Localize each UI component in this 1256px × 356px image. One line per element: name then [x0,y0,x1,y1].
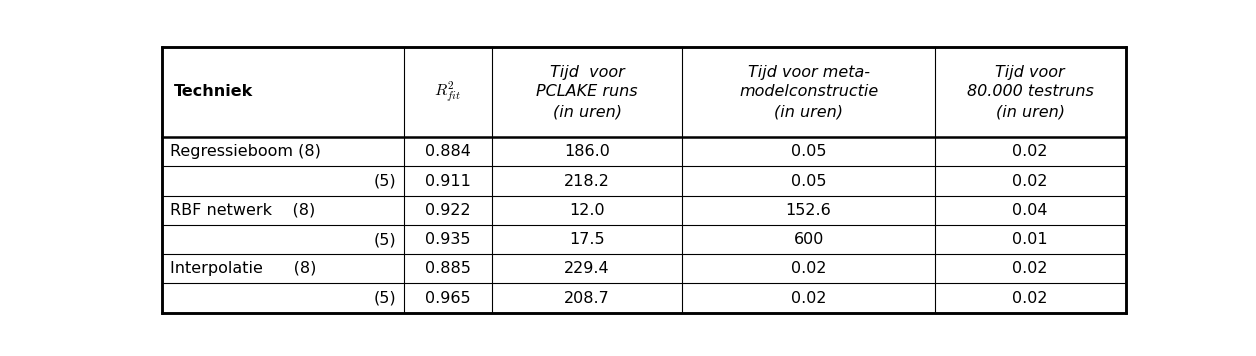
Text: 0.922: 0.922 [425,203,471,218]
Text: 600: 600 [794,232,824,247]
Text: Tijd voor meta-
modelconstructie
(in uren): Tijd voor meta- modelconstructie (in ure… [739,65,878,119]
Text: Tijd voor
80.000 testruns
(in uren): Tijd voor 80.000 testruns (in uren) [967,65,1094,119]
Text: 17.5: 17.5 [569,232,605,247]
Text: Regressieboom (8): Regressieboom (8) [170,144,320,159]
Text: 0.911: 0.911 [425,173,471,189]
Text: 0.02: 0.02 [1012,144,1048,159]
Text: 0.02: 0.02 [1012,261,1048,276]
Text: 0.02: 0.02 [1012,173,1048,189]
Text: 0.05: 0.05 [791,173,826,189]
Text: 152.6: 152.6 [786,203,831,218]
Text: Techniek: Techniek [173,84,252,99]
Text: 0.02: 0.02 [791,290,826,305]
Text: RBF netwerk    (8): RBF netwerk (8) [170,203,315,218]
Text: 218.2: 218.2 [564,173,610,189]
Text: 186.0: 186.0 [564,144,610,159]
Text: 229.4: 229.4 [564,261,610,276]
Text: (5): (5) [373,173,397,189]
Text: 0.02: 0.02 [1012,290,1048,305]
Text: Interpolatie      (8): Interpolatie (8) [170,261,317,276]
Text: (5): (5) [373,232,397,247]
Text: 0.884: 0.884 [425,144,471,159]
Text: 208.7: 208.7 [564,290,610,305]
Text: 0.01: 0.01 [1012,232,1048,247]
Text: 12.0: 12.0 [569,203,605,218]
Text: Tijd  voor
PCLAKE runs
(in uren): Tijd voor PCLAKE runs (in uren) [536,65,638,119]
Text: 0.02: 0.02 [791,261,826,276]
Text: 0.04: 0.04 [1012,203,1048,218]
Text: 0.965: 0.965 [425,290,471,305]
Text: 0.885: 0.885 [425,261,471,276]
Text: $R^2_{fit}$: $R^2_{fit}$ [435,80,461,104]
Text: (5): (5) [373,290,397,305]
Text: 0.05: 0.05 [791,144,826,159]
Text: 0.935: 0.935 [425,232,471,247]
